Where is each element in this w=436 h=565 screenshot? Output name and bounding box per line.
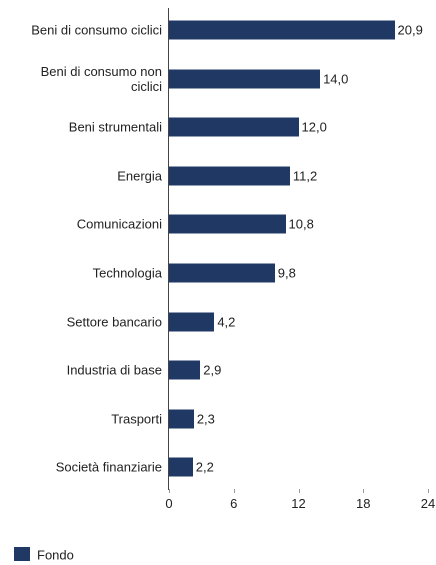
y-tick-label: Settore bancario xyxy=(66,314,162,330)
y-tick-label: Industria di base xyxy=(66,362,162,378)
data-label: 2,2 xyxy=(195,459,214,475)
y-tick-label: Società finanziarie xyxy=(55,459,162,475)
tick-mark xyxy=(233,489,235,493)
y-tick-label: Trasporti xyxy=(111,411,162,427)
bar xyxy=(169,312,215,332)
data-label: 11,2 xyxy=(292,168,318,184)
legend-label: Fondo xyxy=(37,547,74,563)
y-tick-label: Beni di consumo non ciclici xyxy=(40,63,162,94)
data-label: 2,3 xyxy=(196,411,215,427)
data-label: 14,0 xyxy=(323,71,349,87)
tick-mark xyxy=(298,489,300,493)
x-tick-label: 0 xyxy=(165,496,173,511)
data-label: 9,8 xyxy=(277,265,296,281)
y-tick-label: Energia xyxy=(117,168,162,184)
data-label: 10,8 xyxy=(288,216,314,232)
bar xyxy=(169,409,194,429)
bar xyxy=(169,214,286,234)
tick-mark xyxy=(428,489,429,493)
y-tick-label: Technologia xyxy=(92,265,162,281)
bar xyxy=(169,117,299,137)
data-label: 4,2 xyxy=(217,314,236,330)
bar xyxy=(169,263,275,283)
tick-mark xyxy=(169,489,170,493)
bar xyxy=(169,457,193,477)
data-label: 2,9 xyxy=(203,362,222,378)
y-tick-label: Beni strumentali xyxy=(68,119,162,135)
x-tick-label: 6 xyxy=(230,496,238,511)
data-label: 20,9 xyxy=(397,22,423,38)
legend-swatch xyxy=(14,547,30,561)
bar xyxy=(169,360,201,380)
y-axis-line xyxy=(168,8,169,490)
x-tick-label: 18 xyxy=(356,496,371,511)
y-tick-label: Beni di consumo ciclici xyxy=(31,22,162,38)
y-tick-label: Comunicazioni xyxy=(76,216,162,232)
data-label: 12,0 xyxy=(301,119,327,135)
bar xyxy=(169,166,290,186)
x-tick-label: 24 xyxy=(420,496,436,511)
bar xyxy=(169,20,395,40)
x-tick-label: 12 xyxy=(291,496,306,511)
tick-mark xyxy=(363,489,365,493)
bar xyxy=(169,69,321,89)
